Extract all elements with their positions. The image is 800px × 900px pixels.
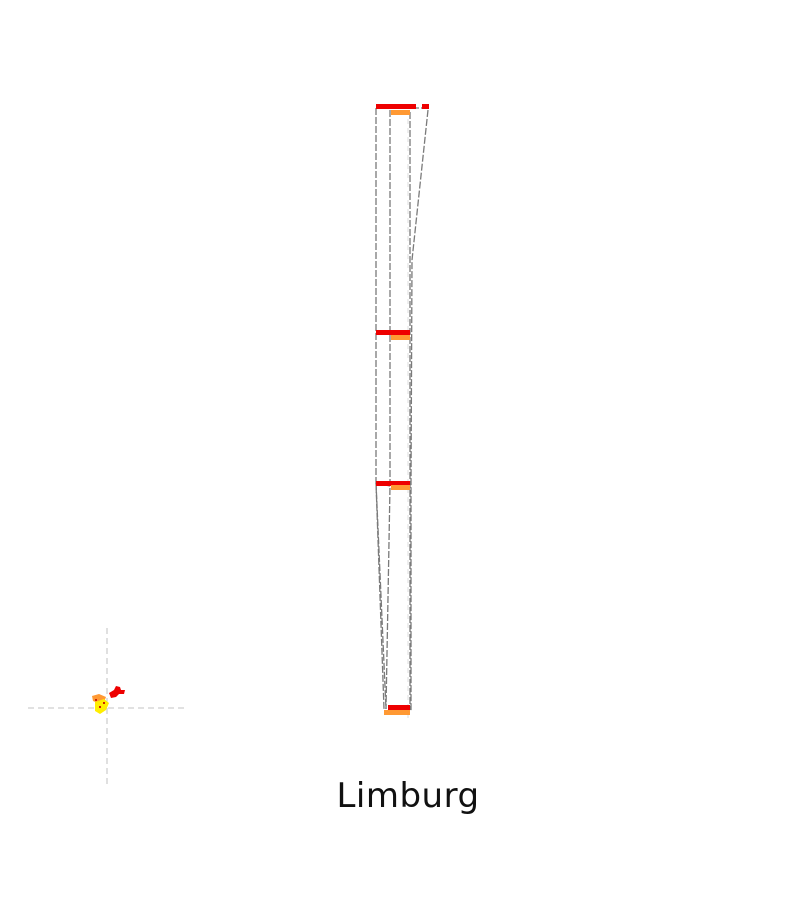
station-marker-red — [376, 330, 410, 335]
station-marker-orange — [391, 485, 410, 490]
locator-minimap-shape — [92, 686, 125, 714]
locator-yellow-blob — [95, 699, 109, 714]
region-outline — [375, 107, 429, 712]
locator-detail-dot — [95, 699, 97, 701]
outline-right-taper — [410, 109, 429, 712]
locator-detail-dot — [99, 706, 101, 708]
locator-detail-dot — [103, 702, 105, 704]
station-marker-red — [422, 104, 429, 109]
station-marker-red — [376, 481, 410, 486]
station-marker-red — [376, 104, 416, 109]
outline-taper-bottom — [375, 482, 387, 710]
station-markers — [376, 104, 429, 715]
outline-inner-left-edge — [385, 110, 391, 710]
station-marker-red — [388, 705, 410, 710]
station-marker-orange — [391, 110, 410, 115]
outline-left-edge — [375, 108, 385, 710]
locator-red-flag — [109, 686, 125, 698]
station-marker-orange — [391, 335, 410, 340]
station-marker-orange — [384, 710, 410, 715]
locator-crosshair — [28, 628, 188, 788]
region-name-label: Limburg — [336, 776, 480, 816]
